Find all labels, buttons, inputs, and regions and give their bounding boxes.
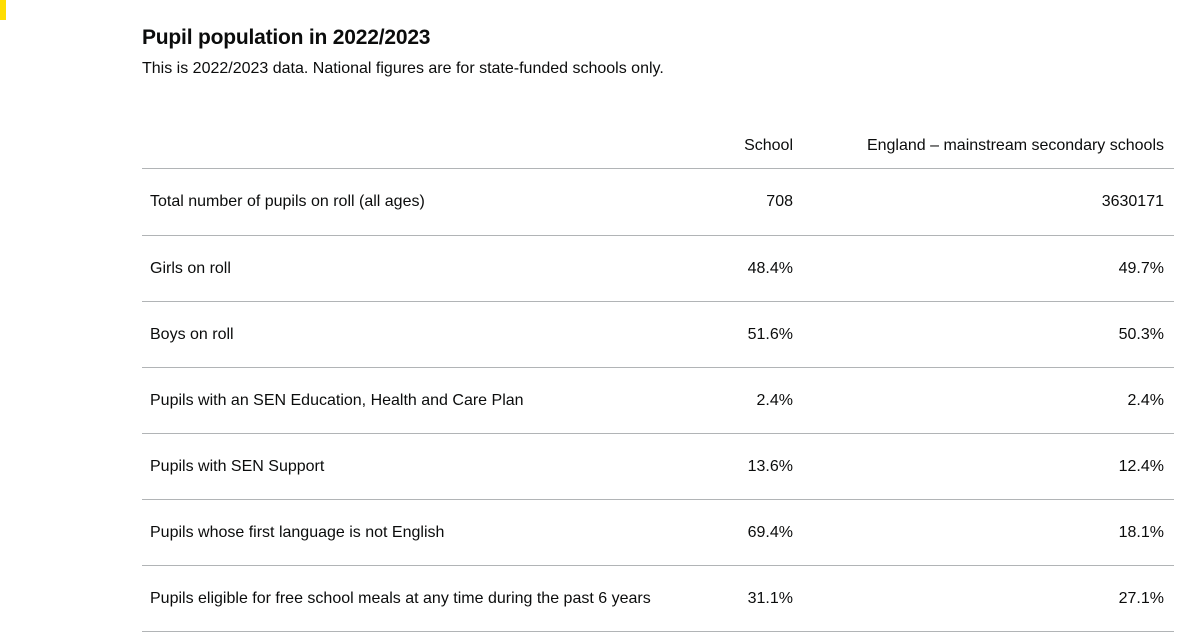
england-value: 3630171: [803, 168, 1174, 236]
header-england: England – mainstream secondary schools: [803, 124, 1174, 169]
england-value: 12.4%: [803, 433, 1174, 500]
england-value: 27.1%: [803, 565, 1174, 632]
school-value: 48.4%: [662, 235, 803, 302]
row-label: Boys on roll: [142, 301, 662, 368]
table-row: Pupils eligible for free school meals at…: [142, 565, 1174, 632]
pupil-population-table: School England – mainstream secondary sc…: [142, 124, 1174, 632]
table-row: Boys on roll 51.6% 50.3%: [142, 301, 1174, 368]
england-value: 18.1%: [803, 499, 1174, 566]
table-row: Pupils with an SEN Education, Health and…: [142, 367, 1174, 434]
section-title: Pupil population in 2022/2023: [142, 26, 431, 49]
table-row: Girls on roll 48.4% 49.7%: [142, 235, 1174, 302]
england-value: 49.7%: [803, 235, 1174, 302]
row-label: Pupils eligible for free school meals at…: [142, 565, 662, 632]
header-measure: [142, 124, 662, 169]
england-value: 50.3%: [803, 301, 1174, 368]
school-value: 51.6%: [662, 301, 803, 368]
row-label: Total number of pupils on roll (all ages…: [142, 168, 662, 236]
school-value: 69.4%: [662, 499, 803, 566]
pupil-population-section: Pupil population in 2022/2023 This is 20…: [142, 24, 1174, 632]
school-value: 13.6%: [662, 433, 803, 500]
table-header-row: School England – mainstream secondary sc…: [142, 124, 1174, 169]
school-value: 708: [662, 168, 803, 236]
row-label: Pupils with SEN Support: [142, 433, 662, 500]
row-label: Pupils whose first language is not Engli…: [142, 499, 662, 566]
table-row: Pupils with SEN Support 13.6% 12.4%: [142, 433, 1174, 500]
table-row: Pupils whose first language is not Engli…: [142, 499, 1174, 566]
row-label: Pupils with an SEN Education, Health and…: [142, 367, 662, 434]
header-school: School: [662, 124, 803, 169]
table-row: Total number of pupils on roll (all ages…: [142, 168, 1174, 236]
england-value: 2.4%: [803, 367, 1174, 434]
focus-indicator: [0, 0, 6, 20]
school-value: 31.1%: [662, 565, 803, 632]
section-subtitle: This is 2022/2023 data. National figures…: [142, 60, 664, 77]
school-value: 2.4%: [662, 367, 803, 434]
row-label: Girls on roll: [142, 235, 662, 302]
